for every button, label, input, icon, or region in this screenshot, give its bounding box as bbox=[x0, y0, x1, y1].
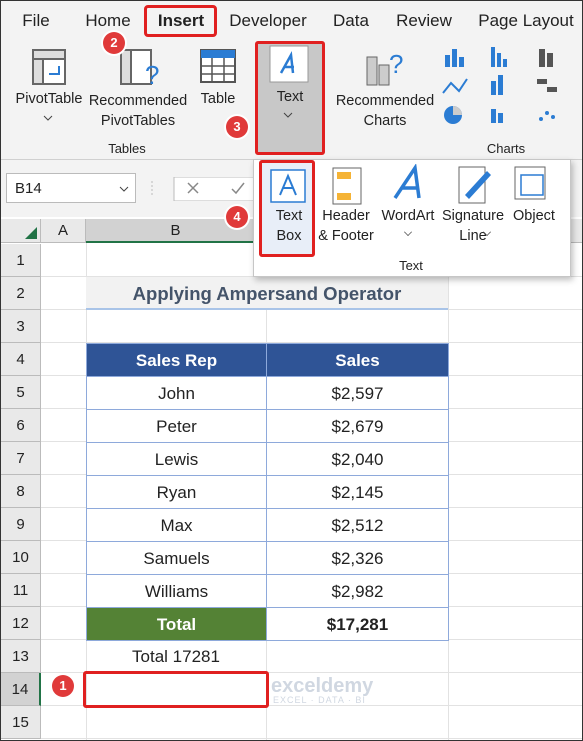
cell: Williams bbox=[86, 574, 267, 608]
cell: Peter bbox=[86, 409, 267, 443]
cell: John bbox=[86, 376, 267, 410]
chart-icons bbox=[442, 47, 557, 124]
menu-item-label[interactable]: Object bbox=[513, 208, 555, 224]
total-cell: Total bbox=[86, 607, 267, 641]
column-header[interactable]: A bbox=[41, 219, 86, 243]
menu-item-label[interactable]: Header bbox=[322, 208, 370, 224]
chevron bbox=[43, 115, 53, 121]
cell: Max bbox=[86, 508, 267, 542]
menu-item-label[interactable]: & Footer bbox=[318, 228, 374, 244]
tab[interactable]: Insert bbox=[157, 11, 205, 30]
table-icon bbox=[200, 49, 236, 83]
cell: $2,145 bbox=[266, 475, 449, 509]
gridline bbox=[41, 738, 582, 739]
svg-text:?: ? bbox=[389, 49, 403, 79]
cell: $2,326 bbox=[266, 541, 449, 575]
row-header[interactable]: 13 bbox=[1, 640, 41, 673]
chevron bbox=[119, 186, 129, 192]
step-badge: 1 bbox=[52, 675, 74, 697]
menu-item-label[interactable]: Box bbox=[276, 228, 302, 244]
signature-icon bbox=[458, 166, 491, 204]
label-line: Recommended bbox=[335, 93, 435, 109]
cell: Samuels bbox=[86, 541, 267, 575]
text-icon bbox=[269, 45, 309, 83]
group-label: Charts bbox=[486, 141, 526, 156]
name-box[interactable]: B14 bbox=[6, 173, 136, 203]
select-all bbox=[1, 219, 41, 243]
label-line: PivotTables bbox=[100, 113, 176, 129]
row-header[interactable]: 14 bbox=[1, 673, 41, 706]
row-header[interactable]: 2 bbox=[1, 277, 41, 310]
selected-cell[interactable] bbox=[83, 671, 269, 708]
header-cell: Sales Rep bbox=[86, 343, 267, 377]
title-cell: Applying Ampersand Operator bbox=[86, 277, 448, 310]
header-icon bbox=[332, 167, 362, 205]
step-badge: 4 bbox=[226, 206, 248, 228]
tab[interactable]: Review bbox=[396, 11, 452, 30]
step-badge: 2 bbox=[103, 32, 125, 54]
tab[interactable]: Developer bbox=[229, 11, 307, 30]
button-label[interactable]: Recommended PivotTables bbox=[85, 91, 191, 131]
corner-triangle bbox=[25, 227, 37, 239]
row-header[interactable]: 7 bbox=[1, 442, 41, 475]
watermark: EXCEL · DATA · BI bbox=[273, 695, 366, 705]
group-label: Text bbox=[399, 258, 423, 273]
button-label[interactable]: PivotTable bbox=[15, 91, 83, 107]
textbox-icon bbox=[270, 169, 306, 203]
chevron bbox=[283, 112, 293, 118]
tab-bar: File Home Insert Developer Data Review Page La… bbox=[1, 1, 582, 39]
cell: $2,679 bbox=[266, 409, 449, 443]
svg-text:?: ? bbox=[145, 60, 159, 88]
button-label[interactable]: Table bbox=[200, 91, 236, 107]
rec-pivot-icon: ? bbox=[120, 49, 159, 88]
menu-item-label[interactable]: WordArt bbox=[381, 208, 435, 224]
gridline bbox=[41, 342, 582, 343]
group-label: Tables bbox=[108, 141, 146, 156]
cell: Ryan bbox=[86, 475, 267, 509]
header-cell: Sales bbox=[266, 343, 449, 377]
row-header[interactable]: 10 bbox=[1, 541, 41, 574]
rec-charts-icon: ? bbox=[366, 49, 403, 86]
tab[interactable]: Page Layout bbox=[478, 11, 574, 30]
gridline bbox=[41, 705, 582, 706]
formula-buttons bbox=[151, 177, 255, 201]
menu-item-label[interactable]: Signature bbox=[441, 208, 505, 224]
total-cell: $17,281 bbox=[266, 607, 449, 641]
row-header[interactable]: 12 bbox=[1, 607, 41, 640]
cell: Total 17281 bbox=[132, 647, 220, 666]
cell: $2,982 bbox=[266, 574, 449, 608]
cell: Lewis bbox=[86, 442, 267, 476]
row-header[interactable]: 9 bbox=[1, 508, 41, 541]
watermark: exceldemy bbox=[271, 675, 374, 697]
row-header[interactable]: 5 bbox=[1, 376, 41, 409]
worksheet: A B 1 2 3 4 5 6 7 8 9 10 11 12 13 14 15 Applying Ampersan… bbox=[1, 219, 582, 740]
pivot-icon bbox=[32, 49, 66, 85]
wordart-icon bbox=[393, 164, 421, 199]
object-icon bbox=[514, 166, 546, 200]
row-header[interactable]: 3 bbox=[1, 310, 41, 343]
tab[interactable]: Home bbox=[85, 11, 131, 30]
button-label[interactable]: Recommended Charts bbox=[331, 91, 439, 131]
step-badge: 3 bbox=[226, 116, 248, 138]
highlight-box bbox=[144, 5, 217, 37]
button-label[interactable]: Text bbox=[276, 89, 304, 105]
row-header[interactable]: 1 bbox=[1, 244, 41, 277]
menu-item-label[interactable]: Line bbox=[459, 228, 487, 244]
cell: $2,512 bbox=[266, 508, 449, 542]
cell: $2,040 bbox=[266, 442, 449, 476]
label-line: Charts bbox=[363, 113, 407, 129]
row-header[interactable]: 4 bbox=[1, 343, 41, 376]
row-header[interactable]: 8 bbox=[1, 475, 41, 508]
cell: $2,597 bbox=[266, 376, 449, 410]
tab[interactable]: Data bbox=[333, 11, 369, 30]
row-header[interactable]: 6 bbox=[1, 409, 41, 442]
label-line: Recommended bbox=[88, 93, 188, 109]
tab[interactable]: File bbox=[22, 11, 50, 30]
gridline bbox=[41, 672, 582, 673]
row-header[interactable]: 11 bbox=[1, 574, 41, 607]
row-header[interactable]: 15 bbox=[1, 706, 41, 739]
menu-item-label[interactable]: Text bbox=[275, 208, 303, 224]
